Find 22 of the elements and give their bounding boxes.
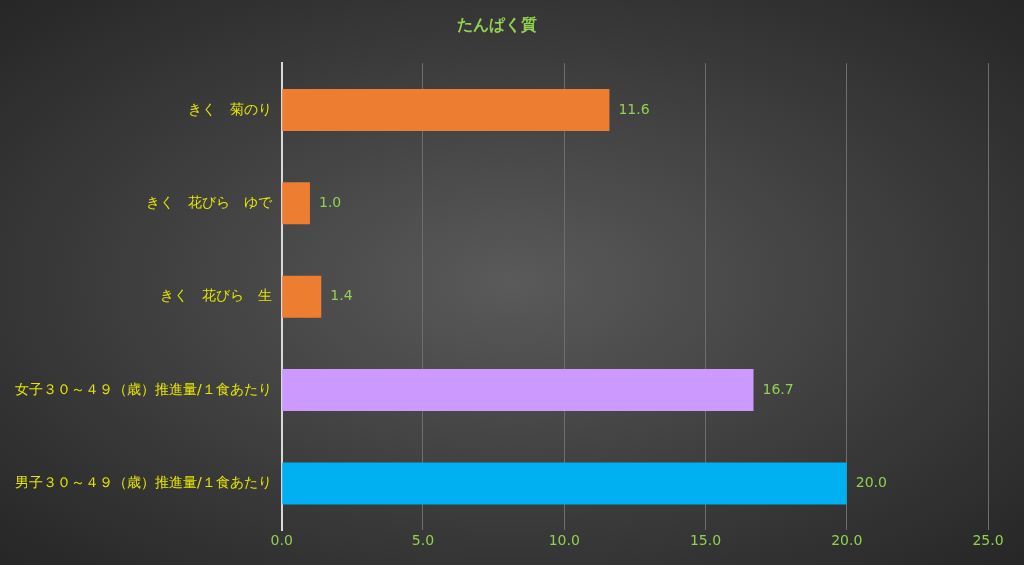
bar — [282, 275, 322, 318]
data-label: 1.4 — [330, 287, 353, 304]
x-tick-label: 5.0 — [411, 532, 435, 549]
bar — [282, 369, 754, 412]
data-label: 11.6 — [618, 100, 650, 117]
y-tick-label: きく 花びら ゆで — [145, 193, 273, 210]
x-tick-label: 25.0 — [972, 532, 1004, 549]
chart-title: たんぱく質 — [456, 14, 537, 34]
x-tick-label: 15.0 — [689, 532, 722, 549]
data-label: 1.0 — [318, 193, 342, 210]
data-label: 16.7 — [762, 380, 794, 397]
y-tick-label: きく 菊のり — [187, 100, 272, 117]
bar — [282, 182, 310, 225]
bar — [282, 88, 610, 131]
y-tick-label: 男子３０～４９（歳）推進量/１食あたり — [15, 474, 272, 491]
bar — [282, 462, 847, 505]
x-tick-label: 0.0 — [270, 532, 293, 549]
x-tick-label: 10.0 — [548, 532, 580, 549]
data-label: 20.0 — [855, 474, 887, 491]
y-tick-label: きく 花びら 生 — [159, 287, 272, 304]
x-tick-label: 20.0 — [831, 532, 863, 549]
y-tick-label: 女子３０～４９（歳）推進量/１食あたり — [15, 380, 272, 397]
